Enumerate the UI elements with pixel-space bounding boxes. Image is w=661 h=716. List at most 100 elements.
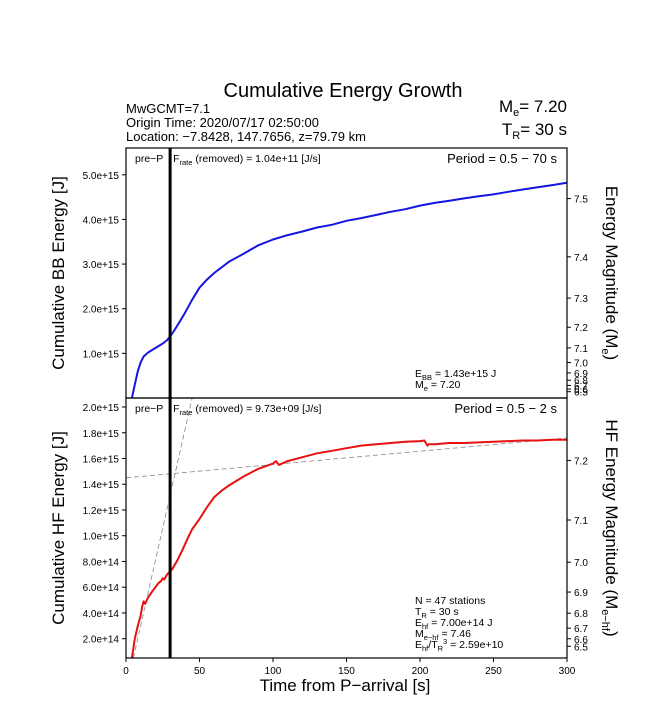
- annotation-line: Me = 7.20: [415, 379, 460, 393]
- right-tick-label: 7.2: [574, 456, 588, 467]
- annotation-line: TR = 30 s: [415, 606, 459, 620]
- frate-label: Frate (removed) = 1.04e+11 [J/s]: [173, 153, 321, 167]
- right-y-axis-label-text: Energy Magnitude (M: [602, 186, 621, 349]
- x-tick-label: 250: [485, 666, 502, 677]
- y-tick-label: 6.0e+14: [83, 583, 120, 594]
- right-tick-label: 7.0: [574, 558, 588, 569]
- y-tick-label: 2.0e+15: [83, 305, 120, 316]
- pre-p-label: pre−P: [135, 403, 163, 415]
- annotation-value: = 1.43e+15 J: [432, 368, 496, 380]
- tr-label: TR= 30 s: [502, 120, 567, 142]
- x-tick-label: 300: [559, 666, 576, 677]
- right-tick-label: 6.7: [574, 624, 588, 635]
- annotation-value: = 7.46: [439, 628, 472, 640]
- right-y-axis-label-sub: e: [599, 348, 611, 354]
- y-tick-label: 2.0e+14: [83, 635, 120, 646]
- annotation-value: = 7.20: [428, 379, 461, 391]
- y-tick-label: 1.4e+15: [83, 480, 120, 491]
- y-tick-label: 1.6e+15: [83, 454, 120, 465]
- annotation-sub2: R: [438, 644, 444, 653]
- annotation-label: M: [415, 628, 424, 640]
- annotation-line: EBB = 1.43e+15 J: [415, 368, 496, 382]
- event-origin-time: Origin Time: 2020/07/17 02:50:00: [126, 115, 319, 130]
- annotation-sub: R: [421, 611, 427, 620]
- right-tick-label: 6.5: [574, 642, 588, 653]
- x-tick-label: 200: [412, 666, 429, 677]
- right-y-axis-label-close: ): [602, 354, 621, 360]
- y-tick-label: 4.0e+15: [83, 215, 120, 226]
- reference-line-1: [132, 398, 193, 658]
- annotation-value: = 7.00e+14 J: [428, 617, 492, 629]
- annotation-label: M: [415, 379, 424, 391]
- right-tick-label: 6.8: [574, 376, 588, 387]
- x-tick-label: 150: [338, 666, 355, 677]
- right-tick-label: 7.1: [574, 516, 588, 527]
- annotation-sup: 3: [443, 637, 447, 646]
- series-line-0: [130, 438, 567, 658]
- y-tick-label: 1.2e+15: [83, 506, 120, 517]
- annotation-value: /T: [428, 639, 438, 651]
- annotation-sub: hf: [422, 622, 429, 631]
- y-tick-label: 1.8e+15: [83, 429, 120, 440]
- annotation-label: E: [415, 639, 422, 651]
- right-tick-label: 7.1: [574, 344, 588, 355]
- right-tick-label: 7.4: [574, 253, 588, 264]
- annotation-label: T: [415, 606, 422, 618]
- annotation-line: Ehf/TR3 = 2.59e+10: [415, 637, 503, 653]
- y-tick-label: 8.0e+14: [83, 557, 120, 568]
- annotation-line: Me−hf = 7.46: [415, 628, 471, 642]
- figure-title: Cumulative Energy Growth: [224, 80, 463, 102]
- y-tick-label: 3.0e+15: [83, 260, 120, 271]
- period-label: Period = 0.5 − 70 s: [447, 151, 557, 166]
- event-location: Location: −7.8428, 147.7656, z=79.79 km: [126, 129, 366, 144]
- annotation-sub: BB: [422, 373, 432, 382]
- right-tick-label: 7.0: [574, 359, 588, 370]
- right-y-axis-label-text: HF Energy Magnitude (M: [602, 419, 621, 609]
- right-y-axis-label: HF Energy Magnitude (Me−hf): [599, 419, 621, 636]
- annotation-sub: hf: [422, 644, 429, 653]
- annotation-value2: = 2.59e+10: [447, 639, 503, 651]
- event-info: MwGCMT=7.1 Origin Time: 2020/07/17 02:50…: [126, 101, 366, 144]
- annotation-label: E: [415, 617, 422, 629]
- annotation-sub: e: [424, 384, 428, 393]
- y-tick-label: 2.0e+15: [83, 403, 120, 414]
- annotation-sub: e−hf: [424, 633, 440, 642]
- right-tick-label: 7.2: [574, 323, 588, 334]
- frate-sub: rate: [180, 158, 193, 167]
- annotation-label: E: [415, 368, 422, 380]
- y-axis-label: Cumulative HF Energy [J]: [49, 431, 68, 625]
- annotation-line: Ehf = 7.00e+14 J: [415, 617, 493, 631]
- right-y-axis-label-sub: e−hf: [599, 609, 611, 632]
- right-tick-label: 6.5: [574, 388, 588, 399]
- frate-value: (removed) = 9.73e+09 [J/s]: [192, 403, 321, 415]
- y-tick-label: 1.0e+15: [83, 532, 120, 543]
- x-tick-label: 0: [123, 666, 129, 677]
- right-tick-label: 7.3: [574, 294, 588, 305]
- reference-line-0: [126, 437, 567, 479]
- annotation-label: N = 47 stations: [415, 595, 485, 607]
- frate-sub: rate: [180, 408, 193, 417]
- bb-energy-panel: 1.0e+152.0e+153.0e+154.0e+155.0e+156.56.…: [49, 147, 621, 399]
- right-tick-label: 6.6: [574, 635, 588, 646]
- annotation-value: = 30 s: [427, 606, 459, 618]
- plot-frame: [125, 147, 568, 399]
- frate-symbol: F: [173, 403, 179, 415]
- frate-value: (removed) = 1.04e+11 [J/s]: [192, 153, 320, 165]
- right-tick-label: 6.6: [574, 385, 588, 396]
- period-label: Period = 0.5 − 2 s: [454, 401, 557, 416]
- annotation-line: N = 47 stations: [415, 595, 485, 607]
- event-mw: MwGCMT=7.1: [126, 101, 210, 116]
- right-y-axis-label: Energy Magnitude (Me): [599, 186, 621, 360]
- hf-energy-panel: 2.0e+14 4.0e+14 6.0e+14 8.0e+14 1.0e+15 1.2e+…: [49, 397, 621, 677]
- y-tick-label: 1.0e+15: [83, 349, 120, 360]
- me-label: Me= 7.20: [499, 97, 567, 119]
- right-y-axis-label-close: ): [602, 631, 621, 637]
- right-tick-label: 6.9: [574, 588, 588, 599]
- x-axis-label: Time from P−arrival [s]: [260, 676, 431, 695]
- y-tick-label: 4.0e+14: [83, 609, 120, 620]
- x-tick-label: 50: [194, 666, 206, 677]
- right-tick-label: 6.8: [574, 609, 588, 620]
- x-tick-label: 100: [265, 666, 282, 677]
- frate-label: Frate (removed) = 9.73e+09 [J/s]: [173, 403, 321, 417]
